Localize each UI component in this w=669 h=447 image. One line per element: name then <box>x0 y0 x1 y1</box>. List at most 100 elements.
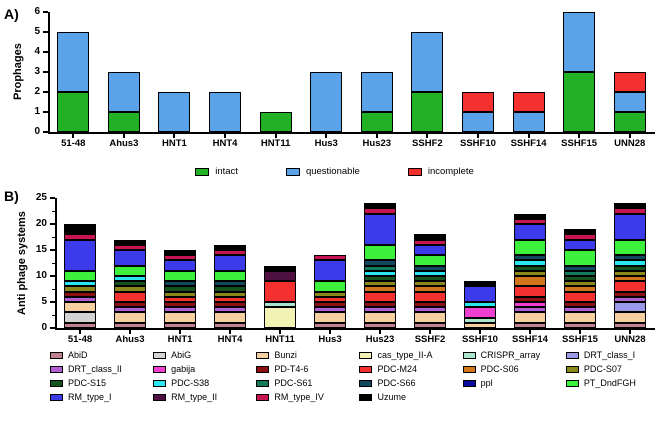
bar-segment-RM_type_IV <box>214 249 246 256</box>
legend-swatch-cas_type_II-A <box>359 351 373 359</box>
bar-SSHF2 <box>414 234 446 328</box>
panel-b-label: B) <box>4 188 19 204</box>
x-axis-tick <box>72 134 75 138</box>
y-axis-tick-label: 5 <box>34 26 40 37</box>
bar-segment-PDC-S06 <box>564 286 596 292</box>
bar-segment-PD-T4-6 <box>214 301 246 308</box>
bar-segment-RM_type_I <box>514 223 546 240</box>
bar-segment-PT_DndFGH <box>214 270 246 282</box>
y-axis-tick <box>43 51 48 53</box>
bar-segment-PT_DndFGH <box>414 255 446 266</box>
bar-segment-PDC-S66 <box>214 281 246 287</box>
x-axis-tick <box>578 134 581 138</box>
x-axis-tick-label: SSHF10 <box>459 138 496 149</box>
legend-swatch-PDC-S66 <box>359 379 373 387</box>
bar-HNT1 <box>164 250 196 328</box>
legend-label: incomplete <box>427 166 474 177</box>
legend-swatch-PT_DndFGH <box>565 379 579 387</box>
y-axis-tick <box>43 71 48 73</box>
bar-segment-AbiG <box>64 312 96 323</box>
panel-b-legend: AbiD AbiG Bunzi cas_type_II-A CRISPR_array DR… <box>50 350 665 402</box>
x-axis-tick <box>79 330 81 334</box>
bar-SSHF15 <box>563 12 596 132</box>
bar-segment-PDC-S07 <box>114 286 146 292</box>
y-axis-minor-tick <box>52 314 55 316</box>
bar-segment-intact <box>411 92 444 132</box>
x-axis-tick <box>479 330 481 334</box>
y-axis-tick-label: 1 <box>34 106 40 117</box>
bar-segment-RM_type_I <box>64 239 96 271</box>
y-axis-tick-label: 25 <box>35 192 47 203</box>
bar-Hus3 <box>310 72 343 132</box>
bar-segment-Uzume <box>214 244 246 250</box>
x-axis-tick-label: HNT11 <box>265 334 295 345</box>
y-axis-tick-label: 5 <box>41 296 47 307</box>
bar-segment-PDC-S38 <box>464 301 496 308</box>
bar-segment-Uzume <box>414 234 446 240</box>
legend-swatch-questionable <box>285 167 300 176</box>
legend-item-intact: intact <box>195 166 238 177</box>
x-axis-tick <box>375 134 378 138</box>
bar-SSHF14 <box>512 92 545 132</box>
bar-segment-PDC-S15 <box>564 275 596 282</box>
bar-segment-PDC-S07 <box>214 291 246 297</box>
x-axis-tick <box>173 134 176 138</box>
bar-UNN28 <box>614 203 646 328</box>
bar-segment-Bunzi <box>164 312 196 323</box>
x-axis-tick-label: Ahus3 <box>109 138 139 149</box>
legend-swatch-PDC-S15 <box>50 379 63 387</box>
bar-segment-RM_type_I <box>614 213 646 240</box>
legend-label: DRT_class_II <box>68 364 122 374</box>
bar-segment-PDC-M24 <box>364 291 396 302</box>
bar-segment-questionable <box>57 32 90 92</box>
bar-segment-PDC-M24 <box>314 296 346 302</box>
bar-51-48 <box>64 224 96 328</box>
bar-segment-PDC-S06 <box>364 286 396 292</box>
bar-segment-PD-T4-6 <box>314 301 346 308</box>
bar-segment-PDC-S66 <box>614 255 646 261</box>
bar-segment-PDC-S15 <box>514 265 546 271</box>
bar-segment-Bunzi <box>464 322 496 328</box>
x-axis-tick <box>179 330 181 334</box>
bar-SSHF10 <box>464 281 496 328</box>
legend-item-PDC-S66: PDC-S66 <box>359 378 458 388</box>
y-axis-tick-label: 10 <box>35 270 47 281</box>
x-axis-tick-label: Hus3 <box>314 138 338 149</box>
x-axis-tick-label: SSHF15 <box>561 138 598 149</box>
bar-segment-PDC-S06 <box>514 275 546 287</box>
legend-swatch-CRISPR_array <box>462 351 476 359</box>
x-axis-tick <box>579 330 581 334</box>
bar-segment-PDC-M24 <box>114 291 146 302</box>
legend-item-PDC-S07: PDC-S07 <box>565 364 665 374</box>
x-axis-tick-label: 51-48 <box>61 138 86 149</box>
bar-segment-PDC-S07 <box>614 270 646 276</box>
y-axis-tick <box>50 197 55 199</box>
legend-label: Uzume <box>377 392 406 402</box>
bar-segment-PD-T4-6 <box>64 291 96 297</box>
y-axis-minor-tick <box>52 262 55 264</box>
legend-label: PT_DndFGH <box>583 378 636 388</box>
legend-item-RM_type_I: RM_type_I <box>50 392 149 402</box>
y-axis-tick <box>43 131 48 133</box>
legend-label: intact <box>215 166 238 177</box>
legend-swatch-DRT_class_I <box>565 351 579 359</box>
bar-segment-PDC-M24 <box>214 296 246 302</box>
x-axis-tick-label: SSHF10 <box>462 334 498 345</box>
legend-swatch-ppl <box>462 379 476 387</box>
bar-segment-PDC-M24 <box>514 286 546 297</box>
legend-label: DRT_class_I <box>583 350 636 360</box>
bar-segment-PDC-S15 <box>214 286 246 292</box>
bar-segment-PDC-S38 <box>614 260 646 266</box>
bar-segment-Uzume <box>164 250 196 256</box>
legend-swatch-PDC-S61 <box>256 379 270 387</box>
bar-segment-RM_type_IV <box>64 234 96 240</box>
bar-segment-Uzume <box>264 265 296 271</box>
legend-item-PDC-S61: PDC-S61 <box>256 378 355 388</box>
x-axis-tick-label: HNT4 <box>217 334 243 345</box>
y-axis-minor-tick <box>52 210 55 212</box>
bar-segment-AbiD <box>64 322 96 328</box>
bar-SSHF10 <box>461 92 494 132</box>
x-axis-tick-label: HNT11 <box>260 138 291 149</box>
bar-segment-DRT_class_II <box>614 296 646 302</box>
legend-item-AbiG: AbiG <box>153 350 252 360</box>
